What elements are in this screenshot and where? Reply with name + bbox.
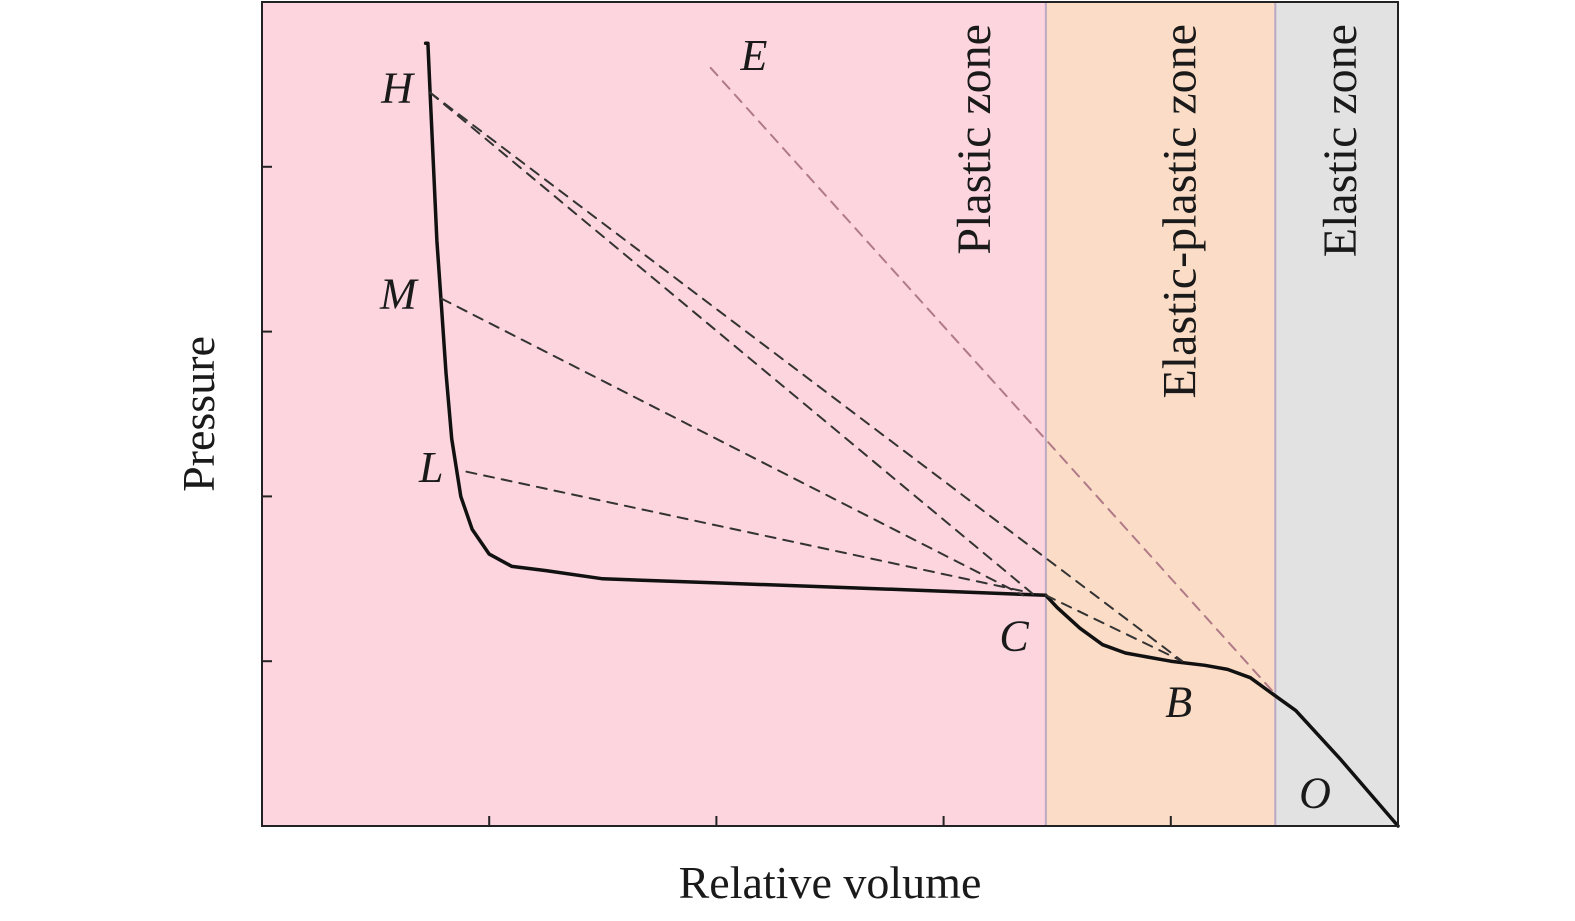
dashed-line-1 [429,91,1036,597]
x-axis-title: Relative volume [679,857,982,908]
point-labels: H M L E C B O [379,31,1331,817]
zone-0-background [262,2,1046,826]
zone-backgrounds [262,2,1398,826]
dashed-line-6 [709,66,1277,696]
point-label-6: O [1299,768,1331,817]
x-ticks [488,816,1172,826]
point-label-3: E [739,31,767,80]
point-label-0: H [380,64,415,113]
plot-frame [261,1,1399,827]
dashed-line-2 [440,297,1025,597]
pressure-volume-curve [423,41,1400,828]
series-group [423,41,1400,828]
point-label-1: M [379,270,419,319]
zone-2-background [1275,2,1398,826]
point-label-4: C [999,612,1029,661]
y-axis-title: Pressure [173,336,224,492]
zone-1-background [1045,2,1276,826]
zone-label-1: Elastic-plastic zone [1153,24,1206,399]
dashed-line-3 [465,470,1025,593]
dashed-line-4 [429,91,1184,663]
axes [261,1,1399,827]
zone-label-0: Plastic zone [948,24,1001,255]
point-label-2: L [418,443,443,492]
point-label-5: B [1165,678,1192,727]
y-ticks [262,165,272,663]
zone-label-2: Elastic zone [1314,24,1367,257]
zone-labels: Plastic zone Elastic-plastic zone Elastic … [948,24,1367,399]
dashed-line-5 [1044,594,1184,663]
